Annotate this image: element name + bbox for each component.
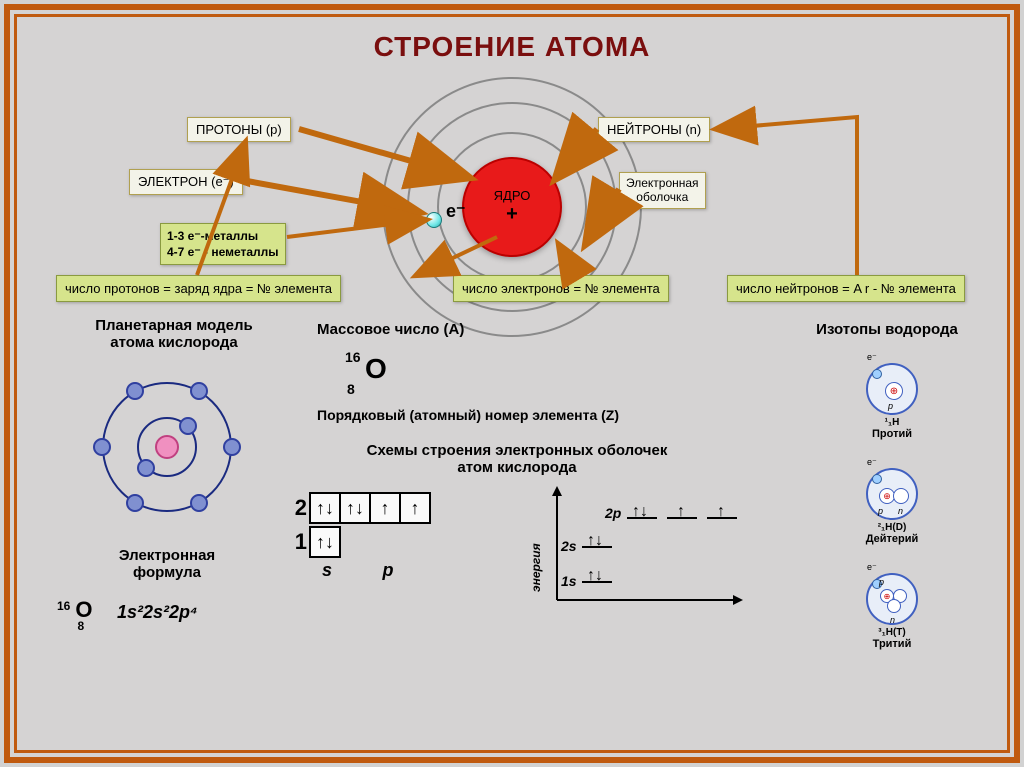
pe-o-4 <box>93 438 111 456</box>
nucleus: ЯДРО + <box>462 157 562 257</box>
iso3-e: e⁻ <box>867 562 927 573</box>
pe-o-5 <box>126 494 144 512</box>
outer-frame: СТРОЕНИЕ АТОМА ЯДРО + e⁻ ПРОТОНЫ (p) ЭЛЕ… <box>4 4 1020 763</box>
cell-2p2: ↑ <box>369 492 401 524</box>
formula-protons: число протонов = заряд ядра = № элемента <box>56 275 341 302</box>
iso2-nlabel: n <box>898 506 903 516</box>
cell-2p1: ↑↓ <box>339 492 371 524</box>
label-neutrons: НЕЙТРОНЫ (n) <box>598 117 710 142</box>
isotopes-title: Изотопы водорода <box>787 321 987 338</box>
iso3-n2 <box>887 599 901 613</box>
orbital-col-labels: s p <box>311 560 433 581</box>
iso3-name: Тритий <box>857 638 927 650</box>
shell-scheme-title: Схемы строения электронных оболочек атом… <box>317 442 717 476</box>
iso2-name: Дейтерий <box>857 533 927 545</box>
energy-axis-label: энергия <box>529 543 543 592</box>
label-electron: ЭЛЕКТРОН (e⁻) <box>129 169 243 195</box>
ef-t1: Электронная <box>119 547 215 564</box>
orbital-row-2: 2 ↑↓ ↑↓ ↑ ↑ <box>287 492 433 524</box>
electron-formula: 1s²2s²2p⁴ <box>117 602 198 623</box>
pe-o-1 <box>223 438 241 456</box>
iso2-plabel: p <box>878 506 883 516</box>
energy-diagram: 1s ↑↓ 2s ↑↓ 2p ↑↓ ↑ ↑ энергия <box>527 482 747 612</box>
row-num-1: 1 <box>287 529 307 555</box>
iso1-formula: ¹₁H <box>857 417 927 428</box>
pe-o-6 <box>190 494 208 512</box>
nucleus-plus: + <box>506 203 518 226</box>
planetary-t2: атома кислорода <box>110 334 237 351</box>
svg-text:↑↓: ↑↓ <box>632 503 648 520</box>
label-shell-l2: оболочка <box>636 190 688 204</box>
ef-title: Электронная формула <box>77 547 257 581</box>
ef-prefix: 16 O 8 <box>57 597 104 625</box>
row-num-2: 2 <box>287 495 307 521</box>
iso1-e: e⁻ <box>867 352 927 363</box>
atomic-number-title: Порядковый (атомный) номер элемента (Z) <box>317 407 737 423</box>
label-shell-l1: Электронная <box>626 176 699 190</box>
label-shell: Электронная оболочка <box>619 172 706 209</box>
electron-dot <box>426 212 442 228</box>
iso3-plabel: p <box>879 577 884 587</box>
electron-symbol: e⁻ <box>446 201 466 222</box>
orbital-row-1: 1 ↑↓ <box>287 526 433 558</box>
atomic-number-value: 8 <box>347 381 355 397</box>
svg-text:↑↓: ↑↓ <box>587 567 603 584</box>
pe-inner-2 <box>137 459 155 477</box>
planetary-nucleus <box>155 435 179 459</box>
ef-z: 8 <box>78 619 85 633</box>
iso3-formula: ³₁H(T) <box>857 627 927 638</box>
planetary-diagram <box>82 362 252 532</box>
svg-text:1s: 1s <box>561 573 577 589</box>
iso1-circle: ⊕ p <box>866 363 918 415</box>
metals-rule: 1-3 e⁻-металлы 4-7 e⁻ - неметаллы <box>160 223 286 265</box>
metals-l1: 1-3 e⁻-металлы <box>167 229 258 243</box>
svg-text:↑: ↑ <box>717 503 725 520</box>
mass-number-title: Массовое число (A) <box>317 321 557 338</box>
orbital-table: 2 ↑↓ ↑↓ ↑ ↑ 1 ↑↓ s p <box>287 492 433 581</box>
planetary-title: Планетарная модель атома кислорода <box>69 317 279 351</box>
element-O: O <box>365 353 387 385</box>
iso2-formula: ²₁H(D) <box>857 522 927 533</box>
inner-frame: СТРОЕНИЕ АТОМА ЯДРО + e⁻ ПРОТОНЫ (p) ЭЛЕ… <box>14 14 1010 753</box>
ef-mass: 16 <box>57 599 70 613</box>
svg-text:2p: 2p <box>604 505 622 521</box>
label-protons: ПРОТОНЫ (p) <box>187 117 291 142</box>
iso1-name: Протий <box>857 428 927 440</box>
iso3-nlabel: n <box>890 615 895 625</box>
iso1-edot <box>872 369 882 379</box>
page-title: СТРОЕНИЕ АТОМА <box>17 31 1007 63</box>
isotope-tritium: e⁻ ⊕ p n ³₁H(T) Тритий <box>857 562 927 650</box>
iso1-plabel: p <box>888 401 893 411</box>
svg-text:2s: 2s <box>560 538 577 554</box>
pe-inner-1 <box>179 417 197 435</box>
cell-1s: ↑↓ <box>309 526 341 558</box>
planetary-t1: Планетарная модель <box>95 317 253 334</box>
iso2-circle: ⊕ p n <box>866 468 918 520</box>
formula-neutrons: число нейтронов = A r - № элемента <box>727 275 965 302</box>
svg-text:↑: ↑ <box>677 503 685 520</box>
isotope-protium: e⁻ ⊕ p ¹₁H Протий <box>857 352 927 440</box>
formula-electrons: число электронов = № элемента <box>453 275 669 302</box>
cell-2s: ↑↓ <box>309 492 341 524</box>
ef-t2: формула <box>133 564 201 581</box>
metals-l2: 4-7 e⁻ - неметаллы <box>167 245 279 259</box>
iso3-circle: ⊕ p n <box>866 573 918 625</box>
iso2-n <box>893 488 909 504</box>
ss-l1: Схемы строения электронных оболочек <box>367 442 668 459</box>
iso1-p: ⊕ <box>885 382 903 400</box>
lbl-s: s <box>311 560 343 581</box>
pe-o-2 <box>190 382 208 400</box>
lbl-p: p <box>343 560 433 581</box>
energy-svg: 1s ↑↓ 2s ↑↓ 2p ↑↓ ↑ ↑ <box>527 482 747 612</box>
cell-2p3: ↑ <box>399 492 431 524</box>
svg-text:↑↓: ↑↓ <box>587 532 603 549</box>
nucleus-label: ЯДРО <box>494 188 531 203</box>
mass-number-value: 16 <box>345 349 361 365</box>
ss-l2: атом кислорода <box>457 459 576 476</box>
isotope-deuterium: e⁻ ⊕ p n ²₁H(D) Дейтерий <box>857 457 927 545</box>
pe-o-3 <box>126 382 144 400</box>
iso2-e: e⁻ <box>867 457 927 468</box>
iso2-edot <box>872 474 882 484</box>
